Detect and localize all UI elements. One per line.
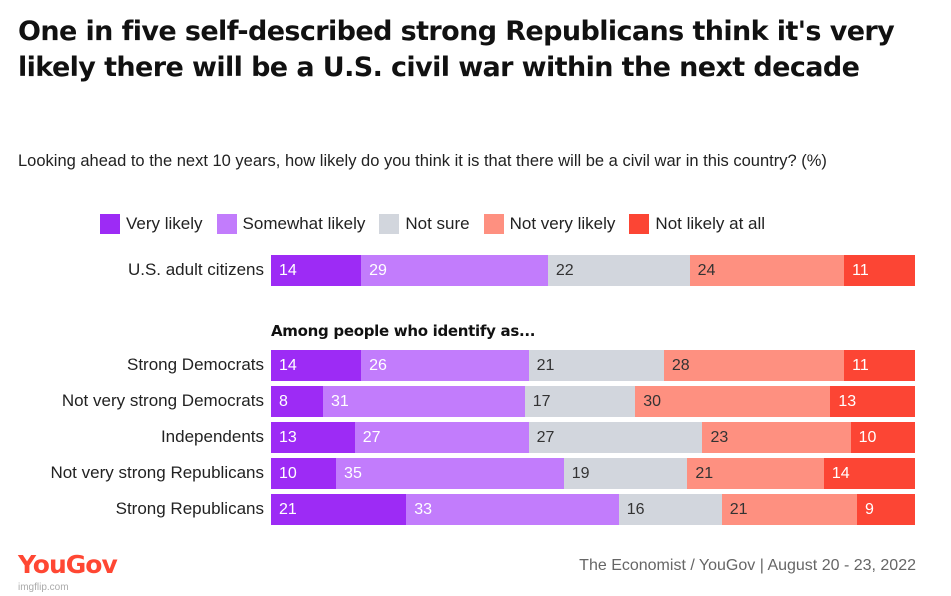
bar-row: 10 35 19 21 14 bbox=[271, 458, 915, 489]
bar-segment: 14 bbox=[823, 458, 915, 489]
bar-segment: 8 bbox=[271, 386, 324, 417]
legend-label: Not sure bbox=[405, 214, 470, 233]
watermark: imgflip.com bbox=[18, 582, 69, 593]
row-label: Strong Democrats bbox=[127, 355, 264, 374]
group-header: Among people who identify as... bbox=[271, 322, 536, 340]
legend-label: Very likely bbox=[126, 214, 203, 233]
bar-segment: 21 bbox=[721, 494, 858, 525]
bar-segment: 30 bbox=[635, 386, 831, 417]
bar-segment: 35 bbox=[336, 458, 564, 489]
bar-segment: 28 bbox=[663, 350, 845, 381]
bar-row: 14 26 21 28 11 bbox=[271, 350, 915, 381]
bar-segment: 11 bbox=[844, 350, 915, 381]
bar-segment: 33 bbox=[406, 494, 619, 525]
row-label: Not very strong Democrats bbox=[61, 391, 264, 410]
bar-segment: 21 bbox=[687, 458, 824, 489]
chart-subtitle: Looking ahead to the next 10 years, how … bbox=[18, 152, 827, 170]
bar-segment: 13 bbox=[271, 422, 355, 453]
row-label: Strong Republicans bbox=[115, 499, 264, 518]
legend-swatch bbox=[100, 214, 120, 234]
legend-item: Very likely bbox=[100, 214, 203, 234]
bar-segment: 23 bbox=[702, 422, 851, 453]
legend-swatch bbox=[629, 214, 650, 234]
bar-segment: 24 bbox=[689, 255, 845, 286]
bar-row: 14 29 22 24 11 bbox=[271, 255, 915, 286]
bar-segment: 10 bbox=[271, 458, 337, 489]
row-label: Independents bbox=[160, 427, 264, 446]
source-note: The Economist / YouGov | August 20 - 23,… bbox=[579, 557, 916, 574]
bar-row: 8 31 17 30 13 bbox=[271, 386, 915, 417]
bar-row: 21 33 16 21 9 bbox=[271, 494, 915, 525]
bar-segment: 31 bbox=[323, 386, 525, 417]
bar-segment: 10 bbox=[850, 422, 915, 453]
legend-label: Somewhat likely bbox=[242, 214, 366, 233]
bar-segment: 14 bbox=[271, 255, 362, 286]
bar-segment: 16 bbox=[618, 494, 722, 525]
bar-segment: 26 bbox=[361, 350, 529, 381]
bar-segment: 27 bbox=[528, 422, 703, 453]
legend-item: Not likely at all bbox=[629, 214, 765, 234]
legend-label: Not likely at all bbox=[655, 214, 766, 233]
legend-item: Not sure bbox=[379, 214, 470, 234]
bar-segment: 22 bbox=[547, 255, 690, 286]
chart-title: One in five self-described strong Republ… bbox=[18, 16, 895, 83]
row-label: U.S. adult citizens bbox=[127, 260, 264, 279]
bar-segment: 9 bbox=[857, 494, 915, 525]
row-label: Not very strong Republicans bbox=[50, 463, 264, 482]
bar-segment: 11 bbox=[844, 255, 915, 286]
bar-segment: 21 bbox=[271, 494, 407, 525]
bar-segment: 27 bbox=[354, 422, 529, 453]
legend-swatch bbox=[216, 214, 237, 234]
bar-segment: 19 bbox=[563, 458, 688, 489]
bar-segment: 14 bbox=[271, 350, 362, 381]
legend-item: Not very likely bbox=[483, 214, 616, 234]
yougov-logo: YouGov bbox=[18, 550, 118, 579]
bar-row: 13 27 27 23 10 bbox=[271, 422, 915, 453]
bar-segment: 17 bbox=[524, 386, 636, 417]
legend-swatch bbox=[379, 214, 400, 234]
legend-item: Somewhat likely bbox=[216, 214, 366, 234]
bar-segment: 13 bbox=[830, 386, 915, 417]
bar-segment: 21 bbox=[528, 350, 664, 381]
chart-legend: Very likely Somewhat likely Not sure Not ve… bbox=[100, 212, 765, 236]
bar-segment: 29 bbox=[361, 255, 548, 286]
legend-label: Not very likely bbox=[509, 214, 616, 233]
legend-swatch bbox=[483, 214, 504, 234]
